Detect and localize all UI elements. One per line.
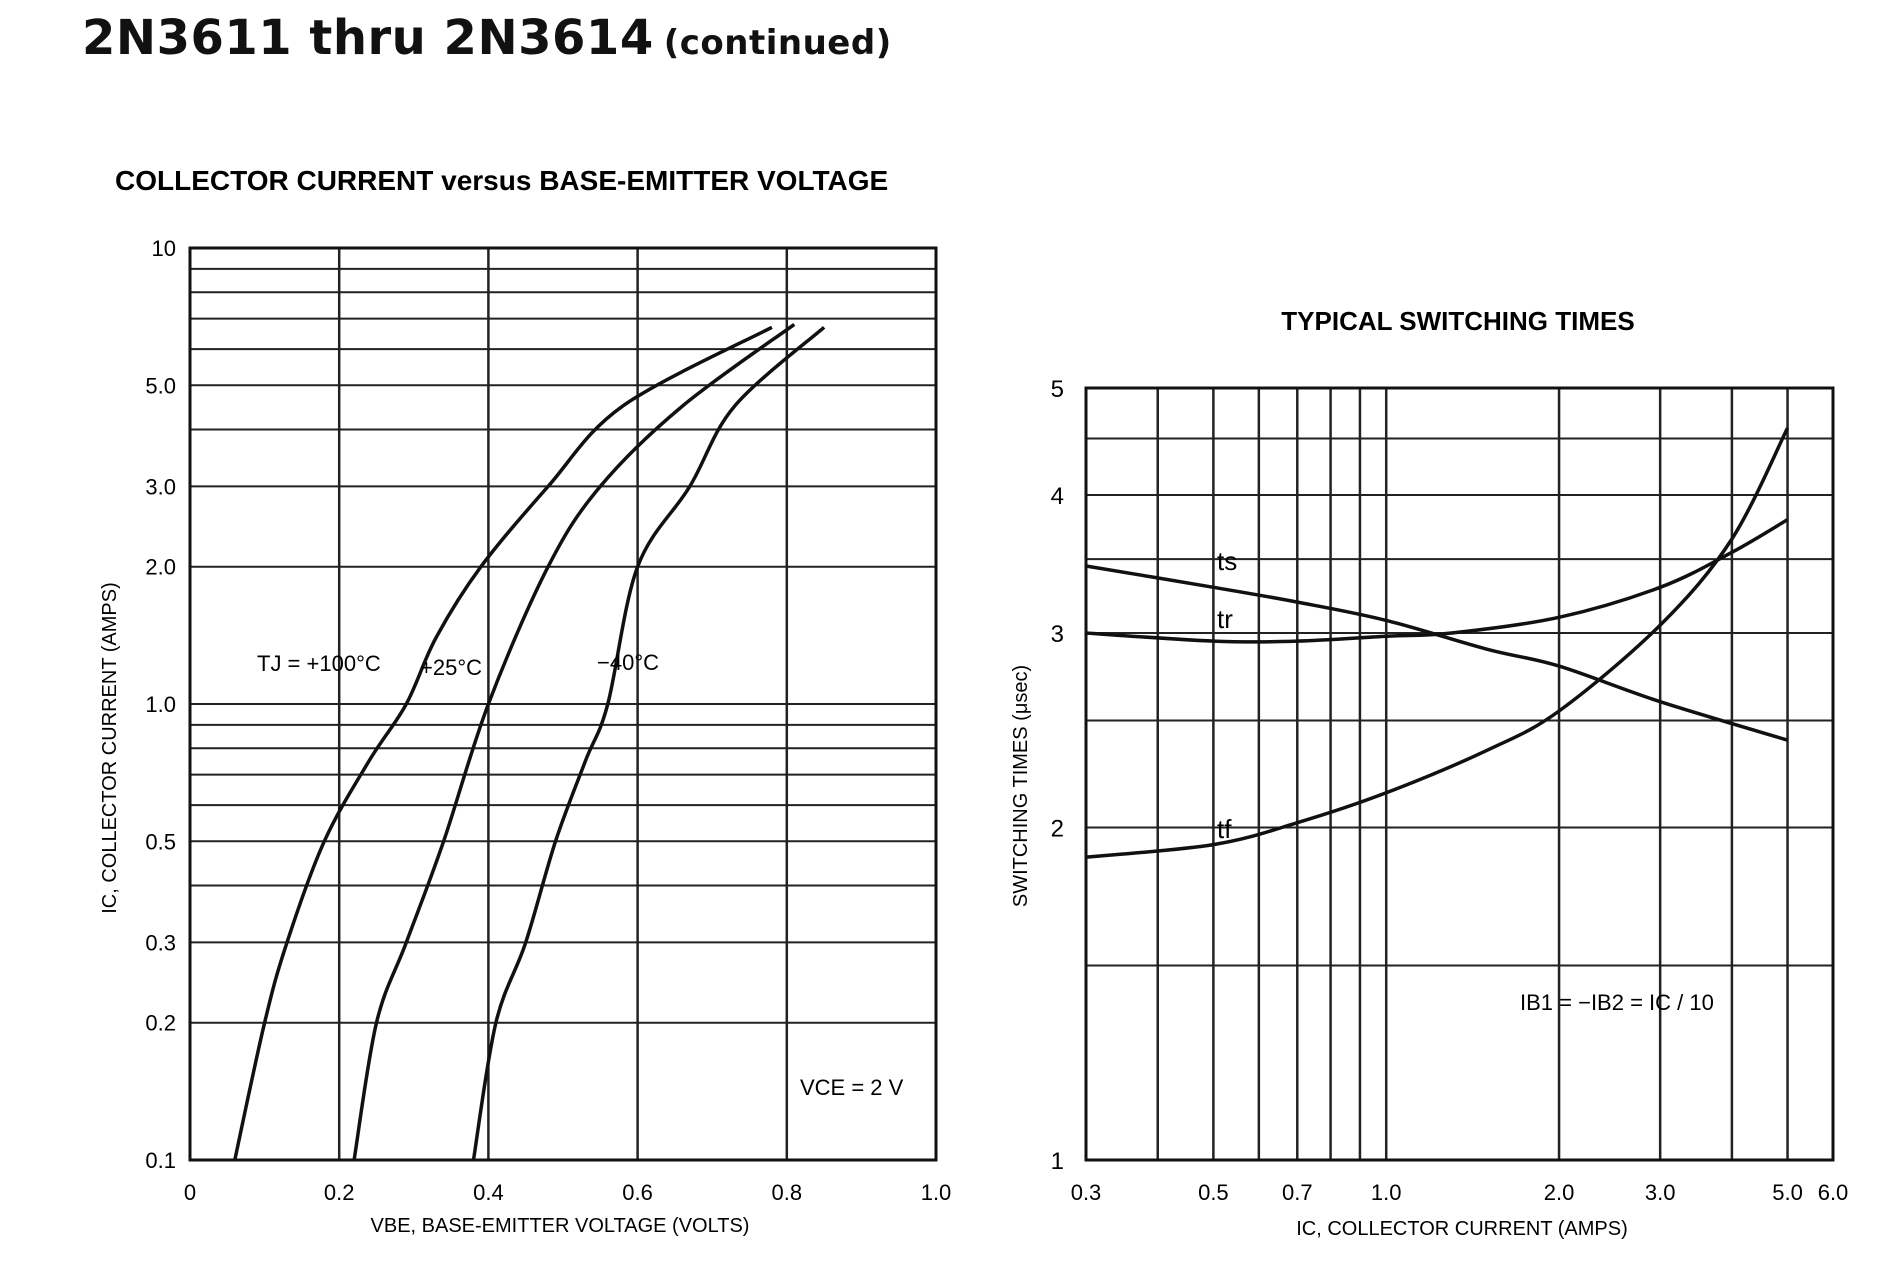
chart2-x-tick: 5.0 [1772,1180,1803,1205]
chart1-x-tick: 1.0 [921,1180,952,1205]
chart2-x-tick: 1.0 [1371,1180,1402,1205]
chart2-x-tick: 3.0 [1645,1180,1676,1205]
chart1-y-tick: 3.0 [145,474,176,499]
chart1-y-tick: 10 [152,236,176,261]
chart1-x-tick: 0.8 [772,1180,803,1205]
title-suffix: (continued) [663,23,892,63]
chart2-y-tick-labels: 1 2 3 4 5 [1051,376,1064,1175]
chart1-y-axis-label: IC, COLLECTOR CURRENT (AMPS) [99,582,121,914]
chart2-title: TYPICAL SWITCHING TIMES [1281,306,1634,336]
chart1-x-tick: 0.6 [622,1180,653,1205]
chart2-series-tf [1085,427,1790,859]
chart2-condition: IB1 = −IB2 = IC / 10 [1520,990,1714,1015]
switching-times-chart: TYPICAL SWITCHING TIMES 0.3 0.5 0.7 1.0 2.0 3… [1010,306,1848,1240]
chart2-y-tick: 2 [1051,816,1064,843]
chart2-y-tick: 1 [1051,1148,1064,1175]
chart2-x-tick: 0.5 [1198,1180,1229,1205]
chart1-y-tick: 1.0 [145,692,176,717]
chart1-y-tick: 0.2 [145,1011,176,1036]
chart1-y-tick: 0.5 [145,829,176,854]
chart2-grid [1084,386,1835,1162]
label-tf: tf [1217,814,1232,844]
chart2-frame [1084,386,1835,1162]
chart2-x-tick: 0.7 [1282,1180,1313,1205]
chart1-y-tick-labels: 0.1 0.2 0.3 0.5 1.0 2.0 3.0 5.0 10 [145,236,176,1173]
chart1-curves [233,322,826,1161]
chart2-x-tick: 0.3 [1071,1180,1102,1205]
chart1-y-tick: 5.0 [145,373,176,398]
chart1-series-1 [352,322,796,1161]
chart2-x-axis-label: IC, COLLECTOR CURRENT (AMPS) [1296,1218,1628,1240]
chart2-y-tick: 3 [1051,621,1064,648]
chart2-x-tick: 2.0 [1544,1180,1575,1205]
label-tj-100: TJ = +100°C [257,651,381,676]
chart1-y-tick: 0.3 [145,930,176,955]
label-ts: ts [1217,546,1237,576]
ic-vs-vbe-chart: COLLECTOR CURRENT versus BASE-EMITTER VO… [99,165,951,1237]
chart2-series-ts [1085,564,1789,742]
page-title: 2N3611 thru 2N3614 (continued) [82,10,892,66]
chart2-y-tick: 4 [1051,483,1064,510]
label-25c: +25°C [420,655,482,680]
chart2-curves [1085,427,1790,859]
chart1-y-tick: 2.0 [145,555,176,580]
chart1-title: COLLECTOR CURRENT versus BASE-EMITTER VO… [115,165,888,196]
chart1-frame [188,246,938,1162]
chart1-condition: VCE = 2 V [800,1075,904,1100]
label-minus40c: −40°C [597,650,659,675]
chart1-y-tick: 0.1 [145,1148,176,1173]
chart1-x-tick: 0.4 [473,1180,504,1205]
chart1-series-0 [233,325,773,1161]
label-tr: tr [1217,604,1233,634]
chart2-x-tick-labels: 0.3 0.5 0.7 1.0 2.0 3.0 5.0 6.0 [1071,1180,1849,1205]
title-main: 2N3611 thru 2N3614 [82,10,654,66]
chart2-x-tick: 6.0 [1818,1180,1849,1205]
chart1-x-tick: 0 [184,1180,196,1205]
chart2-y-tick: 5 [1051,376,1064,403]
chart1-x-tick-labels: 0 0.2 0.4 0.6 0.8 1.0 [184,1180,951,1205]
chart1-x-axis-label: VBE, BASE-EMITTER VOLTAGE (VOLTS) [371,1215,750,1237]
chart2-y-axis-label: SWITCHING TIMES (μsec) [1010,665,1032,907]
chart1-series-2 [471,325,826,1161]
chart1-grid [188,246,938,1162]
chart2-series-tr [1085,518,1789,644]
chart1-x-tick: 0.2 [324,1180,355,1205]
